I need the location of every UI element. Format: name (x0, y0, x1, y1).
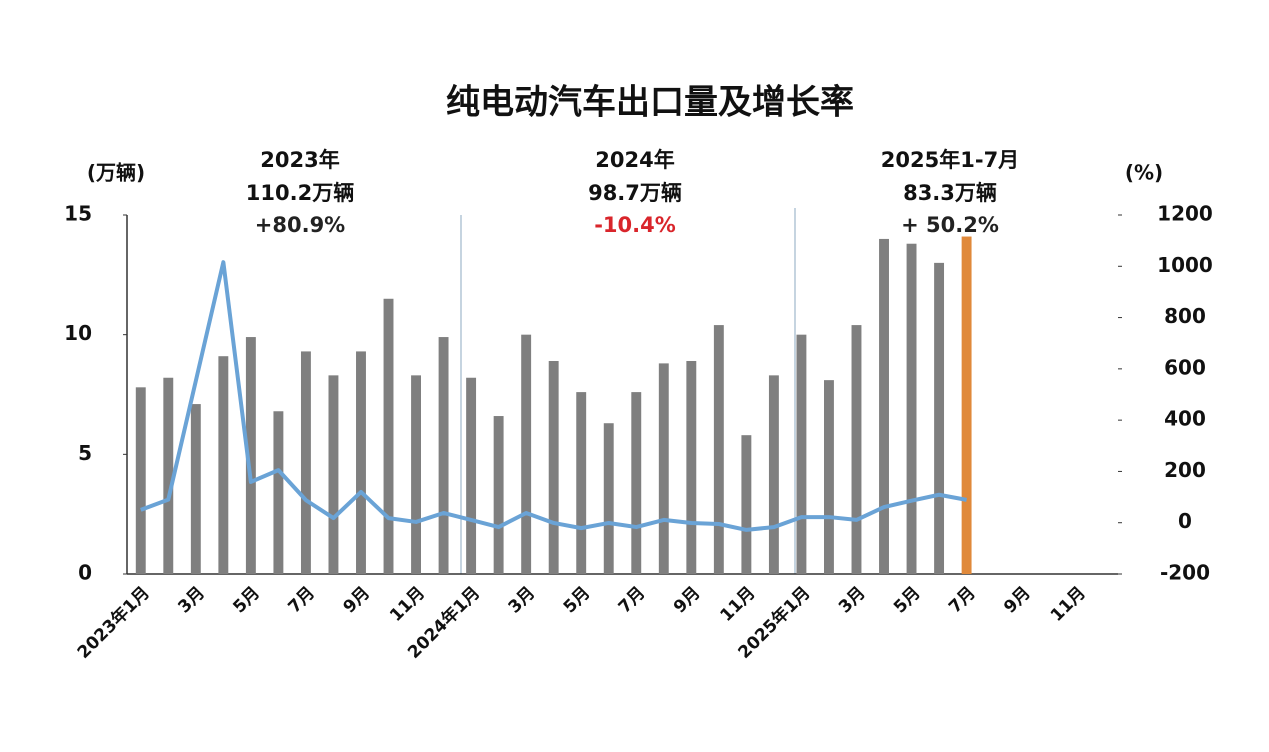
bar (658, 363, 669, 574)
bar (493, 416, 504, 574)
bar (961, 236, 972, 575)
annotation-volume: 110.2万辆 (246, 181, 354, 205)
x-tick-label: 3月 (835, 583, 870, 618)
bar (631, 392, 642, 574)
bar (466, 377, 477, 574)
line (140, 260, 967, 532)
y-tick-label: 15 (64, 202, 92, 226)
bar (135, 387, 146, 574)
bar (741, 435, 752, 574)
y-tick-label: 10 (64, 321, 92, 345)
bar (438, 337, 449, 574)
bar (686, 360, 697, 574)
bar (163, 377, 174, 574)
x-tick-label: 9月 (1000, 583, 1035, 618)
bar (328, 375, 339, 574)
y2-tick-label: 1000 (1157, 253, 1213, 277)
annotation-year: 2025年1-7月 (881, 148, 1019, 172)
y2-tick-label: 1200 (1157, 202, 1213, 226)
annotation-growth: + 50.2% (901, 213, 999, 237)
x-tick-label: 7月 (615, 583, 650, 618)
y-tick-label: 0 (78, 561, 92, 585)
bar (190, 404, 201, 574)
bar (603, 423, 614, 574)
x-tick-label: 5月 (890, 583, 925, 618)
bar (273, 411, 284, 574)
y-axis-label: (万辆) (87, 161, 145, 185)
bar (768, 375, 779, 574)
bar (879, 238, 889, 574)
bar (576, 392, 587, 574)
bar (300, 351, 311, 574)
y2-tick-label: 400 (1164, 407, 1206, 431)
bar (218, 356, 229, 574)
x-tick-label: 9月 (670, 583, 705, 618)
y2-tick-label: 600 (1164, 355, 1206, 379)
bar (824, 380, 834, 574)
bar (245, 337, 256, 574)
bar (521, 334, 532, 574)
bar (383, 298, 394, 574)
bar (851, 325, 862, 574)
y-tick-label: 5 (78, 441, 92, 465)
y2-tick-label: 0 (1178, 509, 1192, 533)
x-tick-label: 7月 (284, 583, 319, 618)
annotation-growth: +80.9% (255, 213, 345, 237)
y2-tick-label: -200 (1160, 561, 1210, 585)
annotation-volume: 83.3万辆 (903, 181, 997, 205)
bar (796, 334, 807, 574)
x-tick-label: 11月 (717, 583, 760, 626)
annotation-growth: -10.4% (594, 213, 676, 237)
x-tick-label: 3月 (174, 583, 209, 618)
x-tick-label: 9月 (340, 583, 375, 618)
annotation-volume: 98.7万辆 (588, 181, 682, 205)
x-tick-label: 2023年1月 (73, 582, 154, 663)
annotation-year: 2024年 (595, 148, 674, 172)
y2-tick-label: 800 (1164, 304, 1206, 328)
x-tick-label: 5月 (560, 583, 595, 618)
x-tick-label: 3月 (505, 583, 540, 618)
x-tick-label: 7月 (945, 583, 980, 618)
x-tick-label: 5月 (229, 583, 264, 618)
y2-axis-label: (%) (1125, 161, 1163, 185)
x-tick-label: 11月 (386, 583, 429, 626)
bar (906, 243, 917, 574)
y2-tick-label: 200 (1164, 458, 1206, 482)
annotation-year: 2023年 (260, 148, 339, 172)
bar (411, 375, 421, 574)
chart-title: 纯电动汽车出口量及增长率 (446, 83, 854, 123)
bar (934, 262, 945, 574)
bar (548, 360, 559, 574)
bar (713, 325, 724, 574)
bar (356, 351, 366, 574)
x-tick-label: 11月 (1047, 583, 1090, 626)
